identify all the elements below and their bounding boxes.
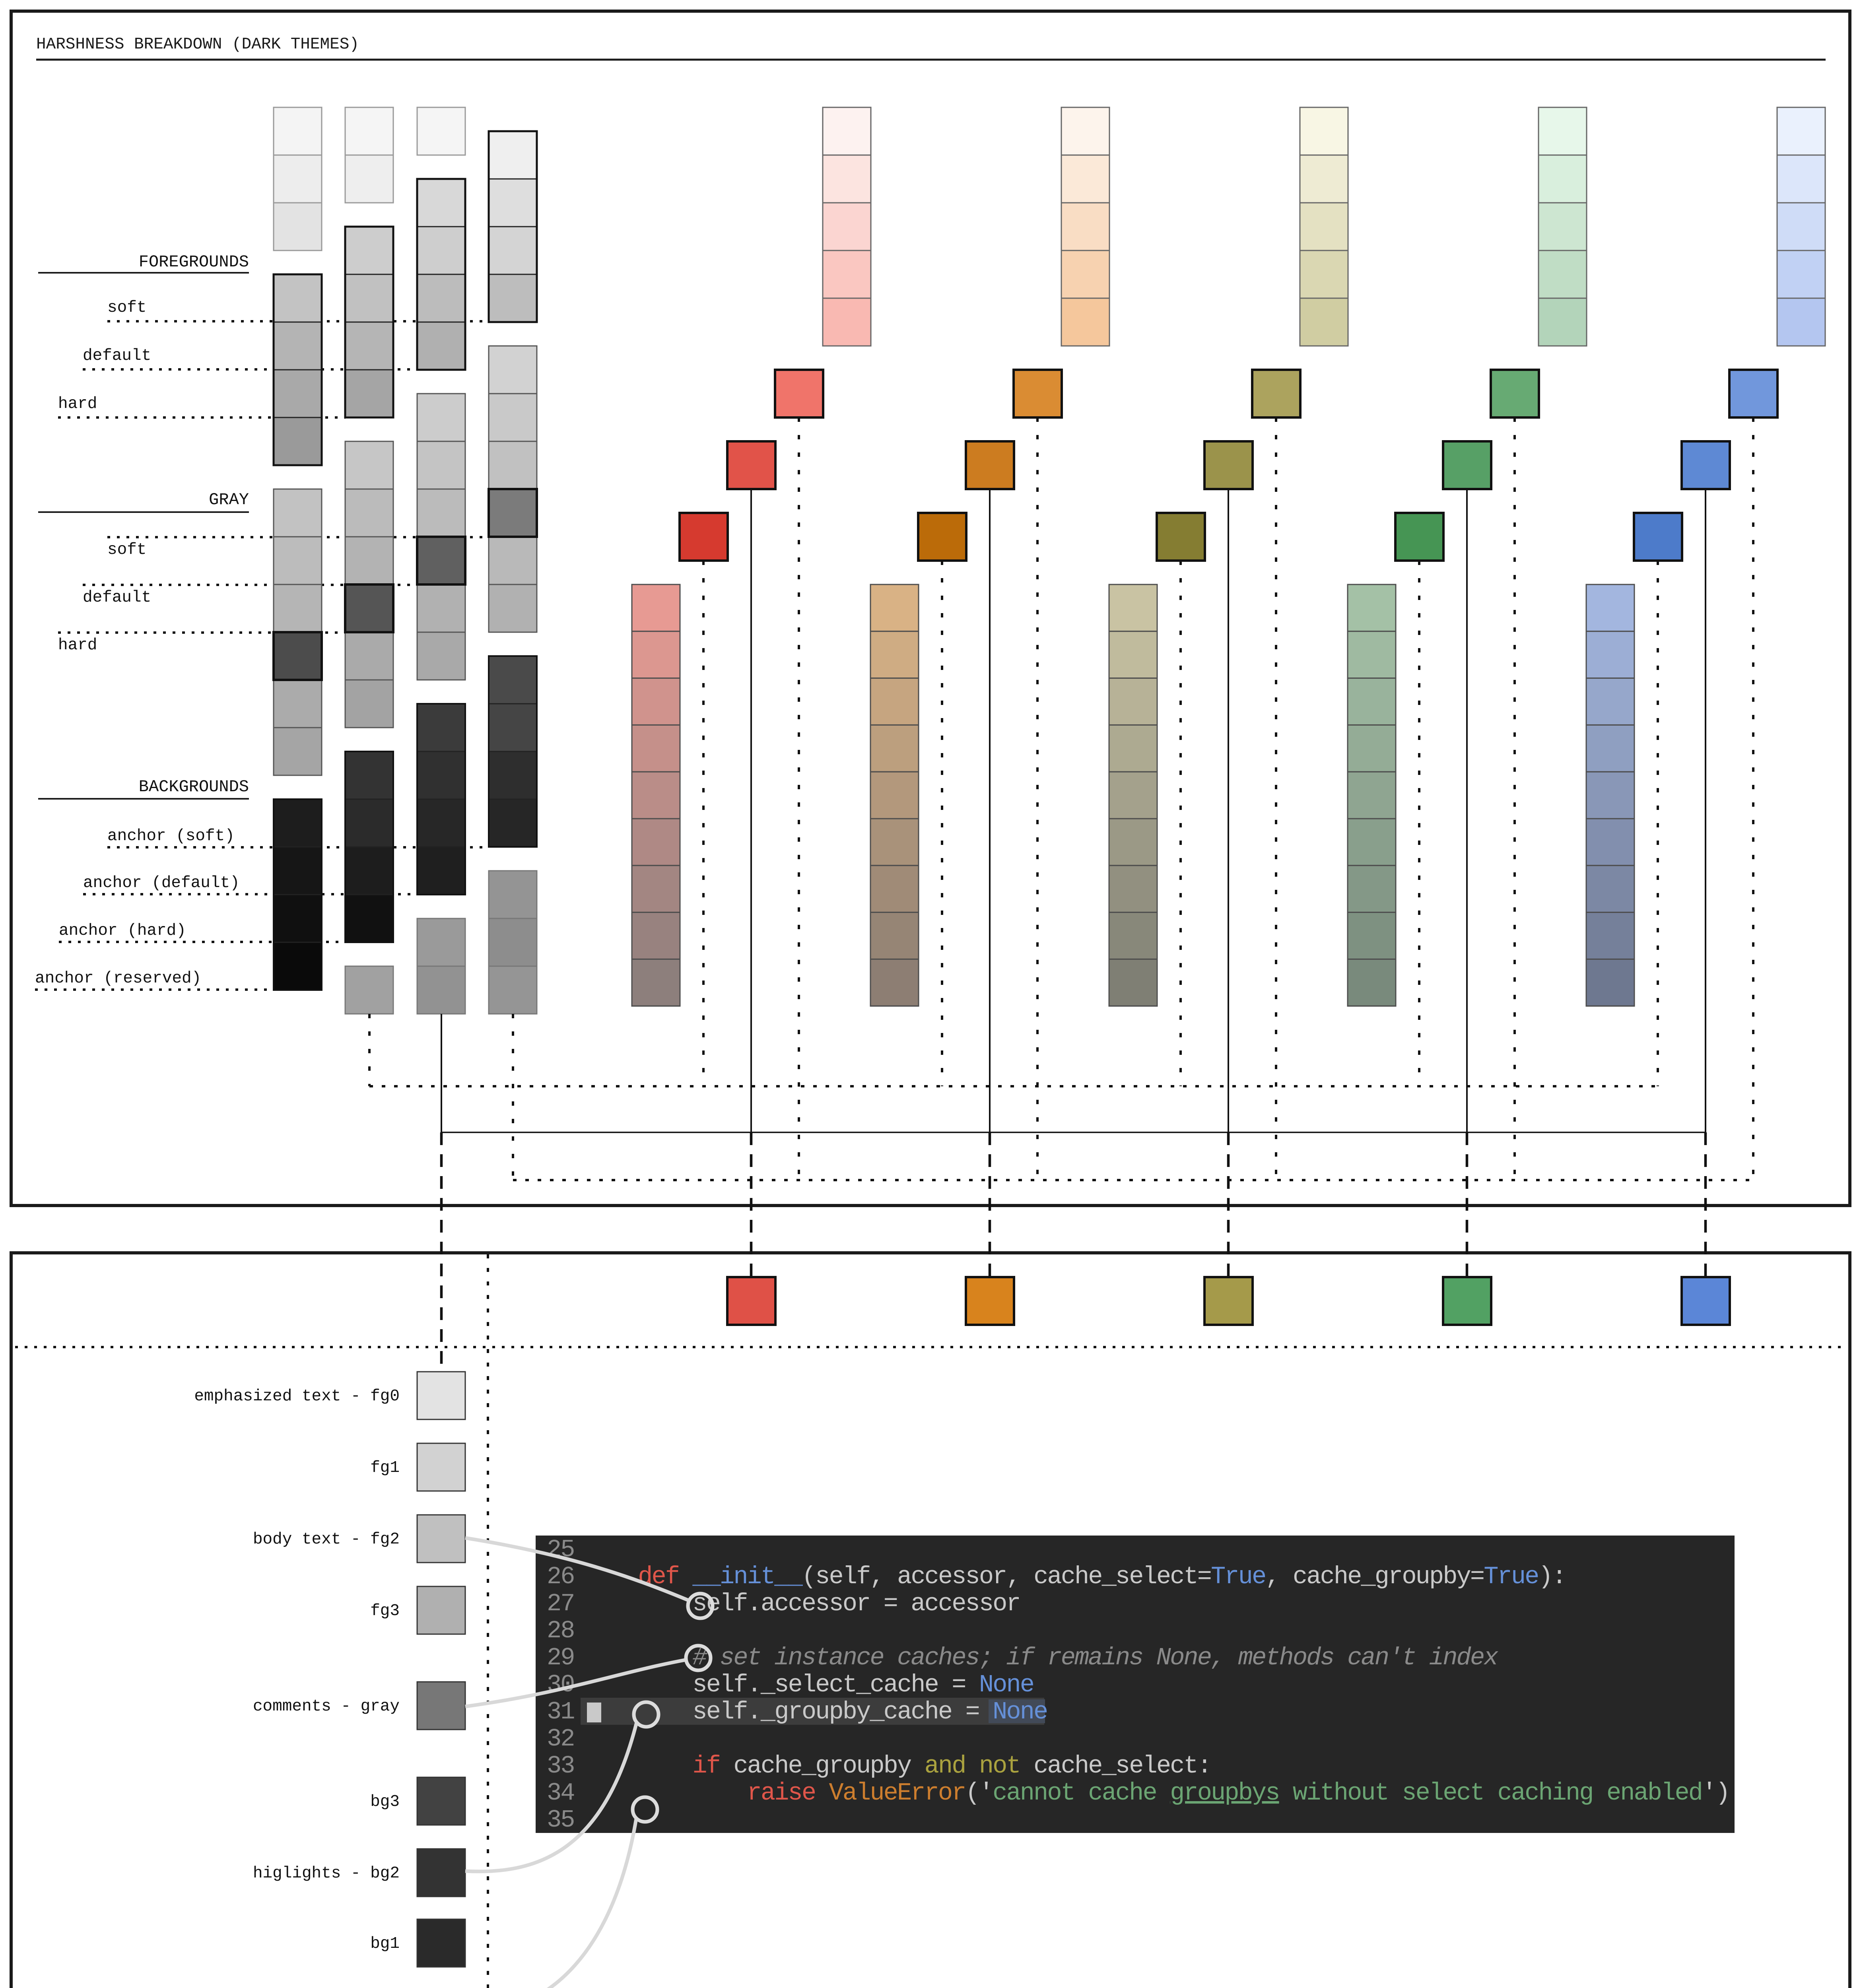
svg-text:31: 31 <box>547 1698 574 1726</box>
svg-text:FOREGROUNDS: FOREGROUNDS <box>139 252 249 272</box>
svg-text:body text - fg2: body text - fg2 <box>253 1530 400 1549</box>
svg-text:anchor (hard): anchor (hard) <box>59 922 186 940</box>
svg-text:32: 32 <box>547 1725 574 1753</box>
svg-text:soft: soft <box>107 299 146 317</box>
svg-text:raise ValueError('cannot cache: raise ValueError('cannot cache groupbys … <box>747 1779 1729 1807</box>
svg-text:if cache_groupby and not cache: if cache_groupby and not cache_select: <box>692 1752 1211 1780</box>
svg-text:30: 30 <box>547 1671 574 1699</box>
svg-text:hard: hard <box>58 395 97 413</box>
svg-text:emphasized text - fg0: emphasized text - fg0 <box>194 1387 400 1406</box>
svg-text:26: 26 <box>547 1563 574 1591</box>
svg-text:bg1: bg1 <box>370 1935 400 1953</box>
svg-text:BACKGROUNDS: BACKGROUNDS <box>139 777 249 796</box>
svg-text:self._select_cache = None: self._select_cache = None <box>692 1671 1033 1699</box>
svg-text:# set instance caches; if rema: # set instance caches; if remains None, … <box>692 1644 1498 1672</box>
svg-text:29: 29 <box>547 1644 574 1672</box>
svg-text:default: default <box>83 347 151 365</box>
svg-text:anchor (reserved): anchor (reserved) <box>35 969 201 988</box>
svg-text:27: 27 <box>547 1590 574 1618</box>
svg-text:bg3: bg3 <box>370 1793 400 1811</box>
svg-text:self.accessor = accessor: self.accessor = accessor <box>692 1590 1020 1618</box>
svg-text:fg1: fg1 <box>370 1459 400 1477</box>
svg-text:fg3: fg3 <box>370 1602 400 1620</box>
svg-text:anchor (default): anchor (default) <box>83 874 240 892</box>
svg-text:self._groupby_cache = None: self._groupby_cache = None <box>692 1698 1047 1726</box>
svg-text:35: 35 <box>547 1806 574 1834</box>
svg-text:def __init__(self, accessor, c: def __init__(self, accessor, cache_selec… <box>638 1563 1566 1591</box>
svg-text:default: default <box>83 588 151 607</box>
svg-text:HARSHNESS BREAKDOWN (DARK THEM: HARSHNESS BREAKDOWN (DARK THEMES) <box>36 35 359 54</box>
svg-text:28: 28 <box>547 1617 574 1645</box>
svg-text:anchor (soft): anchor (soft) <box>107 827 235 845</box>
svg-text:higlights - bg2: higlights - bg2 <box>253 1864 400 1883</box>
svg-text:hard: hard <box>58 636 97 654</box>
svg-text:34: 34 <box>547 1779 574 1807</box>
svg-text:33: 33 <box>547 1752 574 1780</box>
svg-text:comments - gray: comments - gray <box>253 1697 400 1716</box>
svg-text:soft: soft <box>107 541 146 559</box>
svg-text:GRAY: GRAY <box>209 490 249 509</box>
